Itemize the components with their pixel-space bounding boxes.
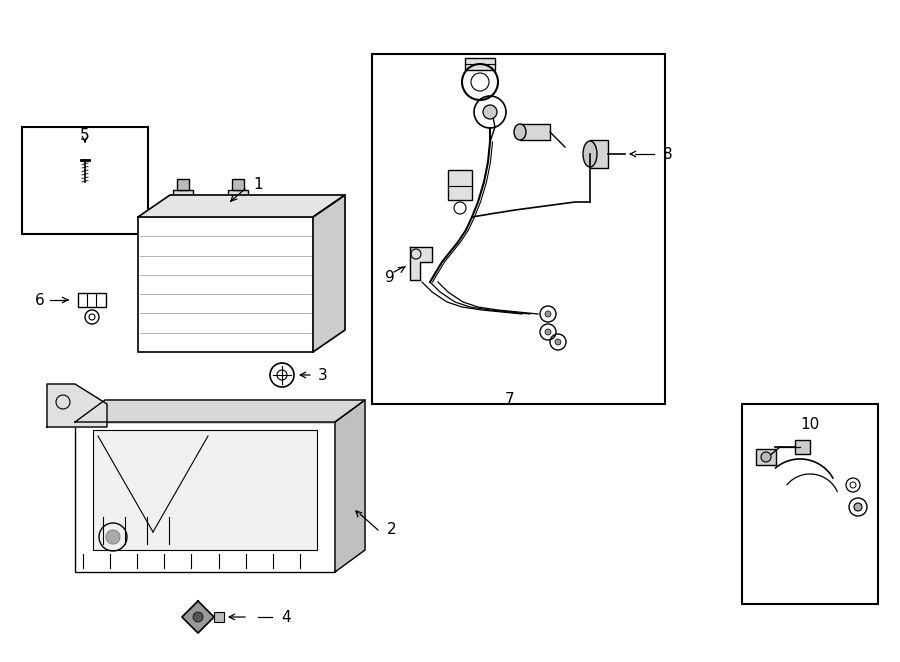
Bar [756, 449, 776, 465]
Text: 2: 2 [387, 522, 397, 538]
Bar [138, 217, 313, 352]
Circle shape [545, 311, 551, 317]
Polygon shape [335, 400, 365, 572]
Text: 5: 5 [80, 128, 90, 142]
Polygon shape [75, 400, 365, 422]
Bar [22, 127, 148, 234]
Bar [520, 124, 550, 140]
Polygon shape [313, 195, 345, 352]
Text: 9: 9 [385, 269, 395, 285]
Bar [232, 179, 244, 190]
Text: 3: 3 [318, 367, 328, 383]
Polygon shape [138, 195, 345, 217]
Bar [372, 54, 665, 404]
Text: 6: 6 [35, 293, 45, 308]
Bar [465, 58, 495, 70]
Text: 1: 1 [253, 177, 263, 191]
Bar [590, 140, 608, 168]
Ellipse shape [514, 124, 526, 140]
Text: 4: 4 [281, 610, 291, 624]
Circle shape [555, 339, 561, 345]
Bar [448, 170, 472, 200]
Bar [177, 179, 189, 190]
Polygon shape [182, 601, 214, 633]
Circle shape [761, 452, 771, 462]
Circle shape [854, 503, 862, 511]
Circle shape [545, 329, 551, 335]
Text: 10: 10 [800, 416, 820, 432]
Circle shape [483, 105, 497, 119]
Bar [795, 440, 810, 454]
Bar [742, 404, 878, 604]
Polygon shape [410, 247, 432, 280]
Circle shape [193, 612, 203, 622]
Bar [75, 422, 335, 572]
Bar [214, 612, 224, 622]
Polygon shape [47, 384, 107, 427]
Text: 7: 7 [505, 391, 515, 406]
Circle shape [106, 530, 120, 544]
Bar [228, 190, 248, 199]
Bar [173, 190, 193, 199]
Bar [78, 293, 106, 307]
Text: 8: 8 [663, 146, 673, 162]
Ellipse shape [583, 141, 597, 167]
Bar [93, 430, 317, 550]
